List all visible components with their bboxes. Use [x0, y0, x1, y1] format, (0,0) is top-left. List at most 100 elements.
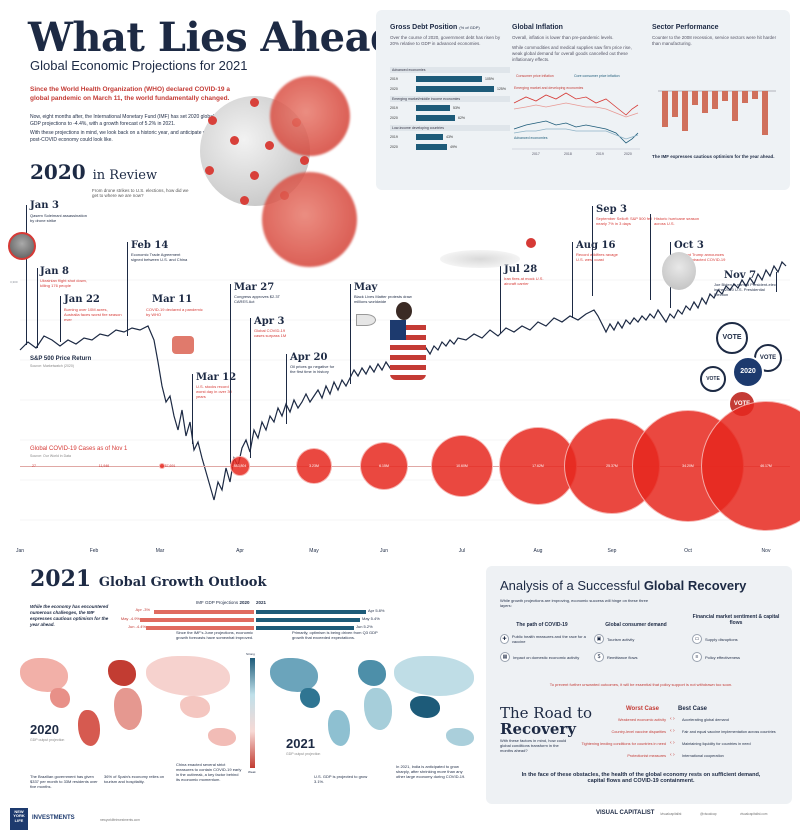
outlook-heading: 2021 Global Growth Outlook: [30, 566, 267, 592]
chevron-icon: ‹ ›: [670, 728, 675, 734]
event-line: [127, 242, 128, 336]
conclusion: In the face of these obstacles, the heal…: [521, 772, 761, 784]
event-date: Feb 14: [131, 240, 169, 251]
debt-bar-row: 2020 49%: [390, 144, 458, 151]
social-link[interactable]: @visualcap: [700, 812, 717, 816]
factor-item: ✚ Public health measures and the race for…: [500, 634, 588, 644]
virus-illustration-blurred: [262, 172, 357, 267]
sector-description: Counter to the 2008 recession, service s…: [652, 35, 777, 47]
case-value: 34.20M: [682, 464, 694, 468]
road-desc: With these factors in mind, how could gl…: [500, 738, 567, 753]
chevron-icon: ‹ ›: [670, 716, 675, 722]
map-2020-label: 2020: [30, 722, 59, 737]
sector-bar: [692, 91, 698, 106]
new-york-life-logo: NEW YORK LIFE: [10, 808, 28, 830]
inflation-line-adv-cpi: [513, 120, 639, 144]
footer-link[interactable]: newyorklifeinvestments.com: [100, 818, 140, 822]
sector-bar: [732, 91, 738, 122]
inflation-line-em-cpi: [513, 92, 639, 116]
event-date: Apr 3: [254, 316, 285, 327]
policy-warning: To prevent further unwanted outcomes, it…: [549, 682, 733, 687]
event-text: Qasem Soleimani assassination by drone s…: [30, 213, 87, 224]
best-case-heading: Best Case: [678, 706, 708, 712]
map-2020-sub: GDP output projection: [30, 738, 65, 742]
map-note-india: In 2021, India is anticipated to grow sh…: [396, 764, 466, 779]
inflation-legend-core: Core consumer price inflation: [574, 74, 620, 78]
factor-item: ▣ Tourism activity: [594, 634, 682, 644]
event-date: Jan 22: [64, 294, 100, 305]
debt-bar-row: 2019 43%: [390, 134, 454, 141]
gdp-projections-title: IMF GDP Projections 2020: [196, 600, 250, 605]
debt-group-label: Advanced economies: [390, 67, 510, 74]
inflation-xtick: 2019: [596, 152, 604, 156]
case-value: 87,691: [164, 464, 176, 468]
inflation-label-em: Emerging market and developing economies: [514, 86, 584, 90]
event-line: [26, 205, 27, 345]
gdp-left-desc: Since the IMF's June projections, econom…: [176, 630, 254, 640]
money-transfer-icon: $: [594, 652, 604, 662]
event-line: [572, 242, 573, 318]
case-bubble: [296, 448, 332, 484]
event-line: [776, 272, 777, 292]
sector-bar: [722, 91, 728, 102]
gdp-right-desc: Primarily, optimism is being driven from…: [292, 630, 378, 640]
factor-item: ▦ Impact on domestic economic activity: [500, 652, 588, 662]
event-date: Sep 3: [596, 204, 628, 215]
chevron-icon: ‹ ›: [670, 752, 675, 758]
map-note-china: China enacted several strict measures to…: [176, 762, 242, 782]
debt-group-label: Emerging market/middle income economies: [390, 96, 510, 103]
sp500-label: S&P 500 Price Return: [30, 356, 92, 362]
sector-title: Sector Performance: [652, 24, 719, 31]
sector-bar: [742, 91, 748, 104]
col-title-demand: Global consumer demand: [605, 622, 667, 628]
event-date: Mar 11: [152, 294, 193, 305]
gdp-color-scale: [250, 658, 255, 768]
analysis-desc: While growth projections are improving, …: [500, 598, 649, 608]
event-line: [500, 266, 501, 334]
month-label: May: [309, 548, 319, 554]
factor-item: ▭ Supply disruptions: [692, 634, 784, 644]
month-label: Apr: [236, 548, 244, 554]
intro-paragraph-1: Now, eight months after, the Internation…: [30, 114, 224, 127]
event-text: Economic Trade Agreement signed between …: [131, 252, 188, 263]
scenario-worst: Tightening lending conditions for countr…: [581, 742, 666, 746]
vote-badge: VOTE: [754, 344, 782, 372]
page-subtitle: Global Economic Projections for 2021: [30, 58, 248, 73]
inflation-line-adv-core: [513, 128, 639, 140]
road-title: The Road to Recovery: [500, 704, 593, 738]
case-value: 883,804: [233, 464, 247, 468]
cases-source: Source: Our World in Data: [30, 454, 71, 458]
debt-unit: (% of GDP): [459, 25, 480, 30]
month-label: Jan: [15, 548, 25, 554]
event-text: Black Lives Matter protests draw million…: [354, 294, 412, 305]
col-title-financial: Financial market sentiment & capital flo…: [692, 614, 780, 626]
building-icon: ▦: [500, 652, 510, 662]
inflation-description-2: While commodities and medical supplies s…: [512, 45, 632, 63]
debt-title: Gross Debt Position: [390, 24, 458, 31]
month-label: Mar: [155, 548, 165, 554]
event-text: Oil prices go negative for the first tim…: [290, 364, 335, 375]
inflation-label-adv: Advanced economies: [514, 136, 548, 140]
portrait-illustration: [662, 252, 696, 290]
portrait-target-icon: [8, 232, 36, 260]
event-date: Mar 27: [234, 282, 275, 293]
case-value: 17.62M: [532, 464, 544, 468]
col-title-covid: The path of COVID-19: [516, 622, 568, 628]
inflation-xtick: 2018: [564, 152, 572, 156]
map-note-us: U.S. GDP is projected to grow 3.1%.: [314, 774, 368, 784]
case-bubble: [230, 456, 250, 476]
social-link[interactable]: /visualcapitalist: [660, 812, 682, 816]
debt-bar-row: 2019 105%: [390, 76, 494, 83]
debt-bar-row: 2020 62%: [390, 115, 466, 122]
event-text: Historic hurricane season across U.S.: [654, 216, 700, 227]
visual-capitalist-logo: VISUAL CAPITALIST: [596, 810, 655, 816]
month-label: Sep: [607, 548, 617, 554]
analysis-title: Analysis of a Successful Global Recovery: [500, 578, 747, 593]
month-label: Jun: [379, 548, 389, 554]
social-link[interactable]: visualcapitalist.com: [740, 812, 768, 816]
event-date: Jan 8: [40, 266, 69, 277]
sp500-source: Source: Marketwatch (2020): [30, 364, 74, 368]
vote-badge: VOTE: [700, 366, 726, 392]
review-heading: 2020 in Review: [30, 160, 158, 184]
inflation-title: Global Inflation: [512, 24, 563, 31]
